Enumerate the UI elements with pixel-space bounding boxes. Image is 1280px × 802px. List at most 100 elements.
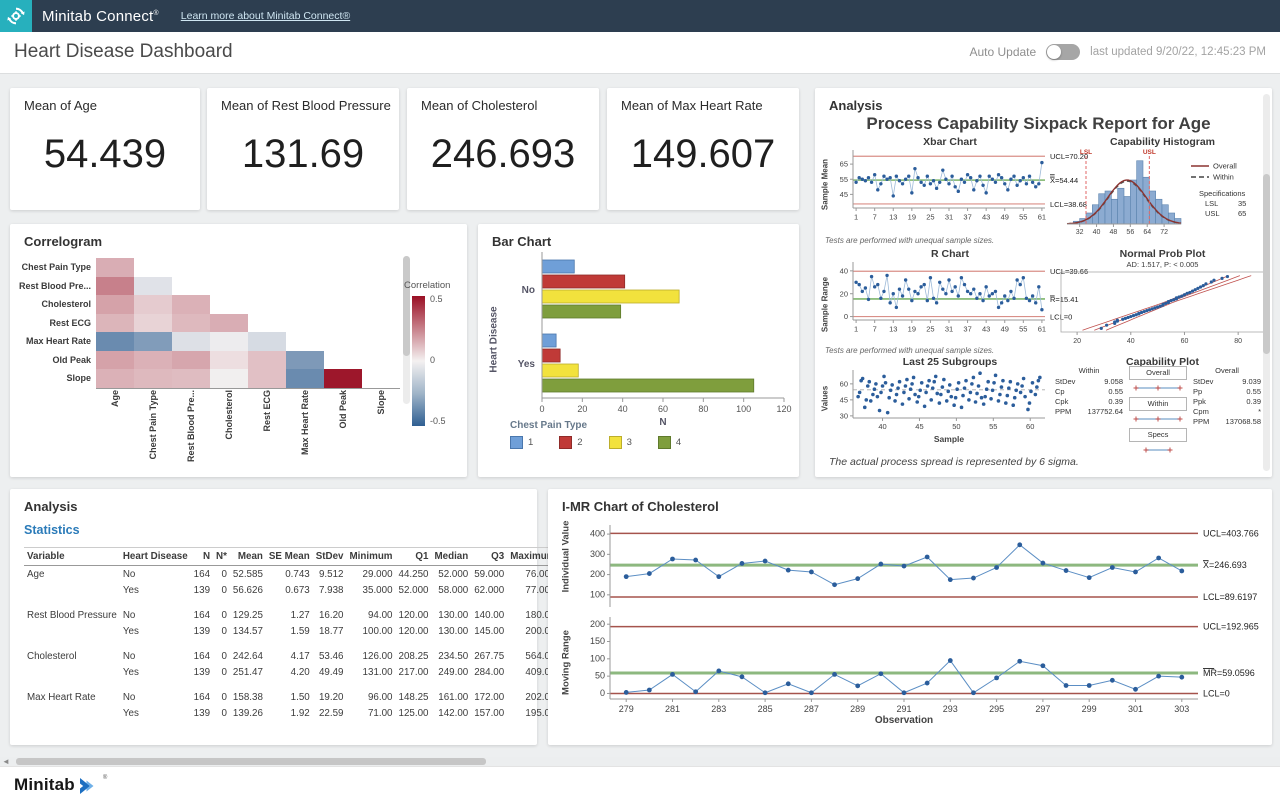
svg-text:40: 40 xyxy=(878,422,886,431)
svg-text:43: 43 xyxy=(982,213,990,222)
svg-text:80: 80 xyxy=(1234,338,1242,345)
heatmap-cell xyxy=(172,277,210,296)
auto-update-label: Auto Update xyxy=(969,45,1037,59)
svg-text:40: 40 xyxy=(840,266,848,275)
scroll-left-arrow-icon[interactable]: ◄ xyxy=(2,757,10,766)
imr-moving-range-ylabel: Moving Range xyxy=(560,630,572,695)
horizontal-scrollbar-thumb[interactable] xyxy=(16,758,486,765)
heatmap-cell xyxy=(134,332,172,351)
heatmap-cell xyxy=(210,277,248,296)
svg-text:43: 43 xyxy=(982,325,990,334)
svg-text:0: 0 xyxy=(600,688,605,698)
svg-text:295: 295 xyxy=(989,704,1004,714)
svg-text:7: 7 xyxy=(873,213,877,222)
kpi-value: 149.607 xyxy=(630,132,776,176)
panel-title: Analysis xyxy=(829,98,883,113)
heatmap-col-label: Slope xyxy=(376,390,386,415)
panel-title: Analysis xyxy=(24,499,78,514)
svg-text:55: 55 xyxy=(1019,325,1027,334)
heatmap-cell xyxy=(248,314,286,333)
svg-text:64: 64 xyxy=(1143,229,1151,236)
capability-stats: Within StDev 9.058 Cp 0.55 Cpk 0.39 PPM 137752.6… xyxy=(1055,366,1123,416)
svg-text:20: 20 xyxy=(1073,338,1081,345)
xbar-chart: 45 55 65 1 7 13 19 25 31 37 43 49 55 61 UCL=70.20 X=54.… xyxy=(823,146,1115,239)
heatmap-cell xyxy=(248,350,286,369)
heatmap-row-label: Old Peak xyxy=(52,354,91,365)
heatmap-cell xyxy=(248,369,286,388)
heatmap-col-label: Cholesterol xyxy=(224,390,234,440)
table-row: Max Heart Rate No 164 0 158.38 1.50 19.20 96.00… xyxy=(27,691,556,703)
heatmap-cell xyxy=(134,295,172,314)
probplot-subtitle: AD: 1.517, P: < 0.005 xyxy=(1126,260,1199,269)
svg-text:60: 60 xyxy=(840,379,848,388)
heatmap-cell xyxy=(362,314,400,333)
heatmap-cell xyxy=(324,295,362,314)
svg-text:20: 20 xyxy=(577,404,587,414)
heatmap-cell xyxy=(286,277,324,296)
panel-title: Correlogram xyxy=(24,234,103,249)
svg-text:283: 283 xyxy=(711,704,726,714)
svg-text:0: 0 xyxy=(844,312,848,321)
auto-update-toggle[interactable] xyxy=(1046,44,1081,60)
statistics-table: Variable Heart Disease N N* Mean SE Mean StDev… xyxy=(24,547,559,721)
stats-column-header: Median xyxy=(431,547,472,566)
heatmap-cell xyxy=(324,314,362,333)
table-row: Age No 164 0 52.585 0.743 9.512 29.000 44.250 52.… xyxy=(27,568,556,580)
heatmap-cell xyxy=(362,258,400,277)
svg-text:281: 281 xyxy=(665,704,680,714)
learn-more-link[interactable]: Learn more about Minitab Connect® xyxy=(180,10,351,22)
footer-brand-text: Minitab xyxy=(14,775,75,794)
svg-text:MR=59.0596: MR=59.0596 xyxy=(1203,668,1255,678)
heatmap-cell xyxy=(172,313,210,332)
table-row: Rest Blood Pressure No 164 0 129.25 1.27 16.20… xyxy=(27,609,556,621)
svg-text:40: 40 xyxy=(618,404,628,414)
panel-title: Bar Chart xyxy=(492,234,552,249)
heatmap-cell xyxy=(134,276,172,295)
horizontal-scrollbar: ◄ xyxy=(0,757,1280,766)
heatmap-column-labels: Age Chest Pain Type Rest Blood Pre... Chole… xyxy=(96,390,400,482)
heatmap-cell xyxy=(134,369,172,388)
kpi-value: 131.69 xyxy=(241,132,365,176)
svg-text:N: N xyxy=(659,417,666,428)
stats-column-header: Maximum xyxy=(507,547,559,566)
bar-legend: Chest Pain Type 1 2 3 4 xyxy=(510,420,681,449)
sixpack-scrollbar-thumb[interactable] xyxy=(1263,174,1270,354)
svg-text:32: 32 xyxy=(1076,229,1084,236)
histogram-title: Capability Histogram xyxy=(1109,136,1216,148)
last-updated-text: last updated 9/20/22, 12:45:23 PM xyxy=(1090,46,1266,58)
heatmap-cell xyxy=(134,258,172,277)
svg-text:291: 291 xyxy=(896,704,911,714)
kpi-card-mean-rbp: Mean of Rest Blood Pressure 131.69 xyxy=(207,88,399,210)
heatmap-cell xyxy=(172,295,210,314)
bar-ylabel: Heart Disease xyxy=(488,306,500,373)
svg-text:55: 55 xyxy=(840,175,848,184)
kpi-card-mean-mhr: Mean of Max Heart Rate 149.607 xyxy=(607,88,799,210)
stats-column-header: Q1 xyxy=(395,547,432,566)
svg-text:56: 56 xyxy=(1126,229,1134,236)
stats-column-header: Mean xyxy=(229,547,266,566)
statistics-link[interactable]: Statistics xyxy=(24,523,80,537)
stats-column-header: Variable xyxy=(24,547,120,566)
svg-text:Within: Within xyxy=(1213,173,1234,182)
moving-range-chart: 0 50 100 150 200 279 281 283 285 287 289 291 293 295 2… xyxy=(588,615,1268,732)
heatmap-row-label: Rest ECG xyxy=(49,317,91,328)
heatmap-cell xyxy=(134,350,172,369)
svg-text:LCL=38.68: LCL=38.68 xyxy=(1050,200,1087,209)
heatmap-cell xyxy=(172,369,210,388)
imr-individual-ylabel: Individual Value xyxy=(560,520,572,593)
correlogram-panel: Correlogram Chest Pain Type Rest Blood Pr… xyxy=(10,224,467,477)
stats-column-header: SE Mean xyxy=(265,547,313,566)
heatmap-cell xyxy=(96,350,134,369)
svg-text:19: 19 xyxy=(908,325,916,334)
footer-reg-mark: ® xyxy=(102,775,108,781)
heatmap-cell xyxy=(324,369,362,388)
svg-text:287: 287 xyxy=(804,704,819,714)
svg-text:80: 80 xyxy=(698,404,708,414)
correlogram-scrollbar-thumb[interactable] xyxy=(403,256,410,356)
svg-text:100: 100 xyxy=(590,589,605,599)
svg-text:37: 37 xyxy=(963,213,971,222)
svg-text:LCL=89.6197: LCL=89.6197 xyxy=(1203,592,1257,602)
svg-text:300: 300 xyxy=(590,549,605,559)
svg-text:LCL=0: LCL=0 xyxy=(1203,688,1230,698)
heatmap-cell xyxy=(210,295,248,314)
